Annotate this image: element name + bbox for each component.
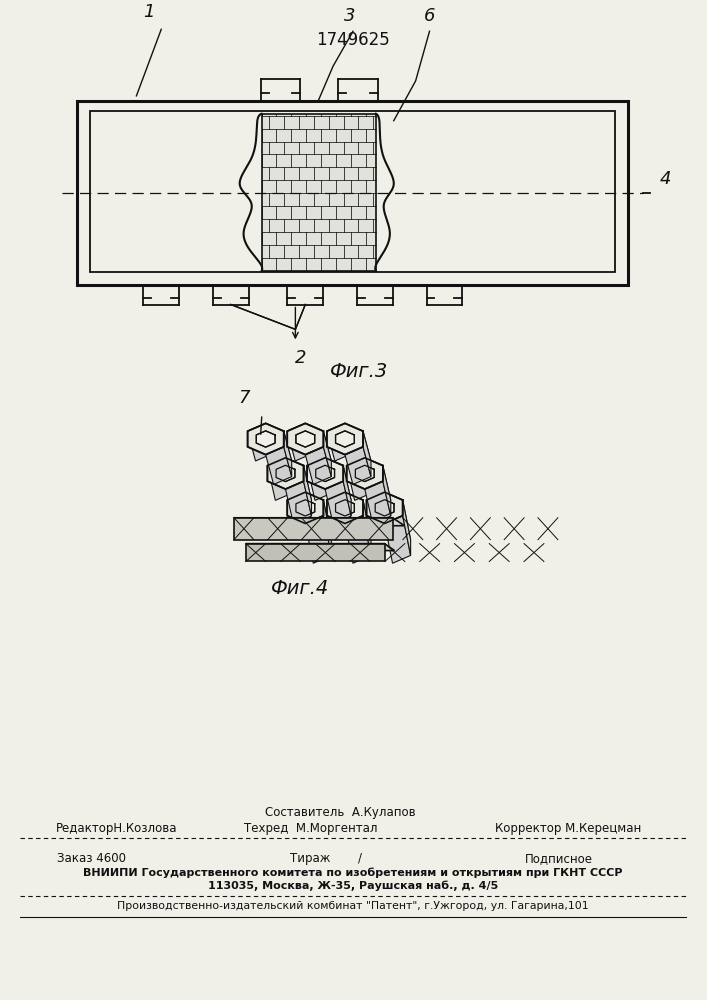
Polygon shape xyxy=(345,516,371,563)
Text: Техред  М.Моргентал: Техред М.Моргентал xyxy=(243,822,377,835)
Polygon shape xyxy=(327,423,363,455)
Polygon shape xyxy=(345,447,371,484)
Text: 3: 3 xyxy=(344,7,356,25)
Polygon shape xyxy=(266,447,292,484)
Text: /: / xyxy=(358,852,362,865)
Polygon shape xyxy=(356,465,374,482)
Text: РедакторН.Козлова: РедакторН.Козлова xyxy=(56,822,177,835)
Text: 113035, Москва, Ж-35, Раушская наб., д. 4/5: 113035, Москва, Ж-35, Раушская наб., д. … xyxy=(208,881,498,891)
Bar xyxy=(262,114,376,271)
Polygon shape xyxy=(286,458,312,500)
Polygon shape xyxy=(287,423,313,461)
Polygon shape xyxy=(316,465,334,482)
Text: 6: 6 xyxy=(423,7,436,25)
Polygon shape xyxy=(363,431,371,477)
Polygon shape xyxy=(267,458,293,500)
Polygon shape xyxy=(267,458,303,489)
Polygon shape xyxy=(247,423,274,461)
Polygon shape xyxy=(256,431,275,447)
Text: Корректор М.Керецман: Корректор М.Керецман xyxy=(496,822,642,835)
Text: 1749625: 1749625 xyxy=(316,31,390,49)
Polygon shape xyxy=(325,458,351,500)
Polygon shape xyxy=(325,481,351,524)
Polygon shape xyxy=(287,492,313,540)
Polygon shape xyxy=(247,423,284,455)
Text: Тираж: Тираж xyxy=(290,852,330,865)
Polygon shape xyxy=(336,431,354,447)
Polygon shape xyxy=(385,516,411,563)
Polygon shape xyxy=(327,492,353,540)
Text: ВНИИПИ Государственного комитета по изобретениям и открытиям при ГКНТ СССР: ВНИИПИ Государственного комитета по изоб… xyxy=(83,868,623,878)
Polygon shape xyxy=(346,458,373,500)
Text: Заказ 4600: Заказ 4600 xyxy=(57,852,127,865)
Text: Фиг.4: Фиг.4 xyxy=(271,579,329,598)
Polygon shape xyxy=(323,500,332,555)
Polygon shape xyxy=(403,500,411,555)
Polygon shape xyxy=(296,431,315,447)
Text: Фиг.3: Фиг.3 xyxy=(330,362,388,381)
Polygon shape xyxy=(296,500,315,516)
Polygon shape xyxy=(246,544,395,551)
Polygon shape xyxy=(287,423,323,455)
Polygon shape xyxy=(286,481,312,524)
Polygon shape xyxy=(303,466,312,516)
Polygon shape xyxy=(327,492,363,523)
Polygon shape xyxy=(307,458,333,500)
Polygon shape xyxy=(305,447,332,484)
Polygon shape xyxy=(343,466,351,516)
Text: Подписное: Подписное xyxy=(525,852,592,865)
Polygon shape xyxy=(323,431,332,477)
Bar xyxy=(77,101,629,285)
Polygon shape xyxy=(345,492,371,540)
Polygon shape xyxy=(327,423,353,461)
Polygon shape xyxy=(336,500,354,516)
Text: Составитель  А.Кулапов: Составитель А.Кулапов xyxy=(265,806,416,819)
Polygon shape xyxy=(234,518,404,526)
Text: 4: 4 xyxy=(660,170,672,188)
Polygon shape xyxy=(385,492,411,540)
Text: 7: 7 xyxy=(238,389,250,407)
Text: 1: 1 xyxy=(144,3,155,21)
Polygon shape xyxy=(366,492,392,540)
Polygon shape xyxy=(375,500,394,516)
Bar xyxy=(262,114,376,271)
Polygon shape xyxy=(305,423,332,461)
Polygon shape xyxy=(246,544,385,561)
Bar xyxy=(90,111,615,272)
Polygon shape xyxy=(287,492,323,523)
Polygon shape xyxy=(266,423,292,461)
Polygon shape xyxy=(305,516,332,563)
Polygon shape xyxy=(345,423,371,461)
Polygon shape xyxy=(307,458,343,489)
Polygon shape xyxy=(305,492,332,540)
Polygon shape xyxy=(234,518,392,540)
Polygon shape xyxy=(363,500,371,555)
Polygon shape xyxy=(365,481,391,524)
Text: Производственно-издательский комбинат "Патент", г.Ужгород, ул. Гагарина,101: Производственно-издательский комбинат "П… xyxy=(117,901,589,911)
Text: 2: 2 xyxy=(295,349,306,367)
Polygon shape xyxy=(276,465,295,482)
Polygon shape xyxy=(383,466,391,516)
Polygon shape xyxy=(366,492,403,523)
Polygon shape xyxy=(284,431,292,477)
Polygon shape xyxy=(365,458,391,500)
Polygon shape xyxy=(346,458,383,489)
